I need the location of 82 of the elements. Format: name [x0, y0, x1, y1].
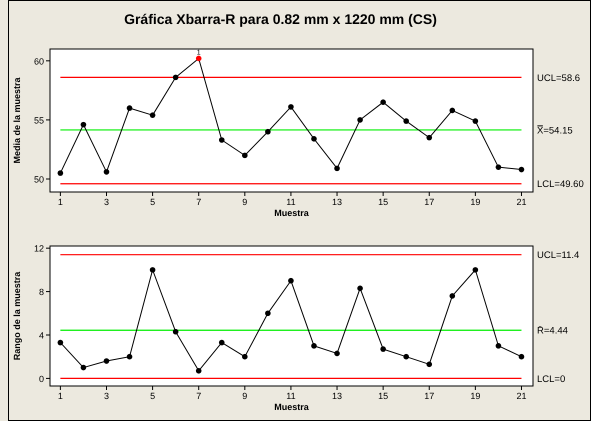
- point: [218, 340, 225, 346]
- point: [58, 340, 64, 346]
- x-tick-label: 17: [424, 391, 434, 401]
- point: [242, 354, 248, 360]
- point: [403, 354, 409, 360]
- x-tick-label: 19: [470, 197, 480, 207]
- point: [334, 166, 340, 172]
- point: [150, 267, 156, 273]
- point: [518, 354, 524, 360]
- ref-line-label: UCL=11.4: [537, 250, 580, 262]
- point: [288, 278, 294, 284]
- ref-line-label: X̿=54.15: [537, 124, 573, 136]
- point: [450, 108, 456, 114]
- x-tick-label: 3: [104, 197, 109, 207]
- x-tick-label: 17: [424, 197, 434, 207]
- y-tick-label: 0: [38, 374, 44, 384]
- point: [265, 310, 271, 316]
- x-axis-title: Muestra: [274, 208, 310, 218]
- x-tick-label: 11: [286, 391, 296, 401]
- point: [172, 74, 178, 80]
- x-tick-label: 15: [378, 197, 388, 207]
- point: [380, 346, 386, 352]
- ref-line-label: LCL=0: [537, 374, 566, 385]
- point: [242, 152, 248, 158]
- ref-line-label: LCL=49.60: [537, 179, 584, 190]
- point: [126, 105, 132, 111]
- x-tick-label: 19: [470, 391, 480, 401]
- x-tick-label: 1: [58, 197, 63, 207]
- point: [472, 267, 478, 273]
- y-tick-label: 8: [38, 287, 44, 298]
- y-tick-label: 12: [34, 244, 44, 254]
- point: [472, 118, 478, 124]
- point: [403, 118, 409, 124]
- point: [196, 368, 202, 374]
- point: [357, 117, 363, 123]
- point: [150, 112, 156, 118]
- point: [311, 343, 317, 349]
- point: [518, 166, 524, 172]
- point: [80, 364, 86, 370]
- y-axis-title: Media de la muestra: [12, 76, 22, 164]
- x-tick-label: 1: [58, 391, 63, 401]
- x-tick-label: 3: [104, 391, 109, 401]
- x-tick-label: 9: [242, 391, 248, 401]
- point: [265, 128, 271, 135]
- y-axis-title: Rango de la muestra: [12, 270, 22, 360]
- point: [496, 343, 502, 349]
- x-tick-label: 9: [242, 197, 248, 207]
- point: [311, 136, 317, 142]
- point: [126, 354, 132, 360]
- y-tick-label: 50: [34, 174, 44, 184]
- x-tick-label: 15: [378, 391, 388, 401]
- x-tick-label: 13: [332, 197, 342, 207]
- point: [380, 99, 386, 105]
- x-tick-label: 11: [286, 197, 296, 207]
- point: [196, 56, 202, 62]
- x-tick-label: 7: [196, 197, 202, 207]
- point: [288, 104, 294, 110]
- point: [426, 361, 432, 368]
- point: [58, 170, 64, 176]
- point: [426, 134, 432, 140]
- x-tick-label: 5: [150, 197, 156, 207]
- x-tick-label: 21: [516, 197, 526, 207]
- x-tick-label: 5: [150, 391, 156, 401]
- point: [450, 293, 456, 299]
- x-tick-label: 7: [196, 391, 202, 401]
- point: [334, 350, 340, 356]
- x-axis-title: Muestra: [274, 402, 310, 412]
- point: [104, 358, 110, 364]
- point: [357, 286, 363, 292]
- point: [172, 328, 178, 335]
- y-tick-label: 60: [34, 56, 44, 66]
- ref-line-label: UCL=58.6: [537, 72, 580, 84]
- ref-line-label: R̄=4.44: [537, 325, 568, 337]
- point: [104, 169, 110, 175]
- chart-title: Gráfica Xbarra-R para 0.82 mm x 1220 mm (CS): [124, 11, 437, 27]
- y-tick-label: 4: [38, 330, 44, 340]
- y-tick-label: 55: [34, 115, 44, 126]
- point: [80, 122, 86, 128]
- point: [496, 164, 502, 170]
- x-tick-label: 13: [332, 391, 342, 401]
- x-tick-label: 21: [516, 391, 526, 401]
- point: [218, 137, 225, 143]
